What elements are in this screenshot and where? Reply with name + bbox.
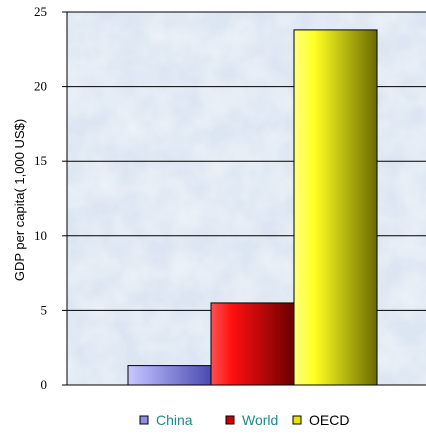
legend-label-world: World — [242, 412, 278, 428]
y-tick-label: 15 — [34, 153, 47, 168]
y-tick-label: 20 — [34, 79, 47, 94]
bar-oecd — [293, 29, 378, 386]
bar-china — [127, 365, 212, 386]
bar-world — [210, 302, 295, 386]
legend-swatch-oecd — [292, 415, 302, 425]
y-axis-title: GDP per capita( 1,000 US$) — [12, 119, 27, 281]
legend-swatch-china — [139, 415, 149, 425]
y-tick-label: 10 — [34, 228, 47, 243]
legend-label-china: China — [156, 412, 193, 428]
y-tick-label: 25 — [34, 4, 47, 19]
y-tick-label: 0 — [41, 377, 48, 392]
y-tick-labels: 0 5 10 15 20 25 — [34, 4, 47, 392]
legend-swatch-world — [225, 415, 235, 425]
legend-label-oecd: OECD — [309, 412, 349, 428]
axes — [66, 12, 426, 386]
legend: China World OECD — [139, 412, 349, 428]
y-tick-label: 5 — [41, 302, 48, 317]
bars — [127, 29, 378, 386]
